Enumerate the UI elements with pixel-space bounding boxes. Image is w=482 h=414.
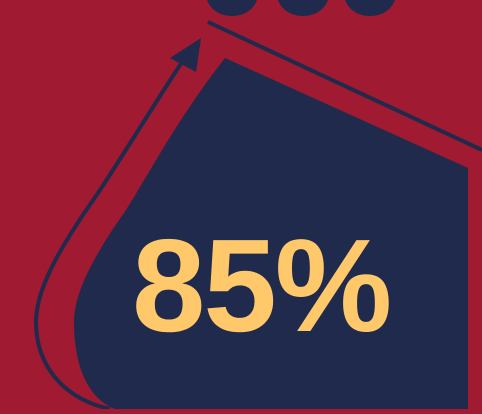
top-decorative-bumps (207, 0, 395, 16)
outline-stroke (207, 20, 482, 152)
percent-panel (74, 58, 468, 409)
upward-curved-arrow-icon (33, 38, 201, 411)
percent-value: 85% (132, 212, 392, 359)
